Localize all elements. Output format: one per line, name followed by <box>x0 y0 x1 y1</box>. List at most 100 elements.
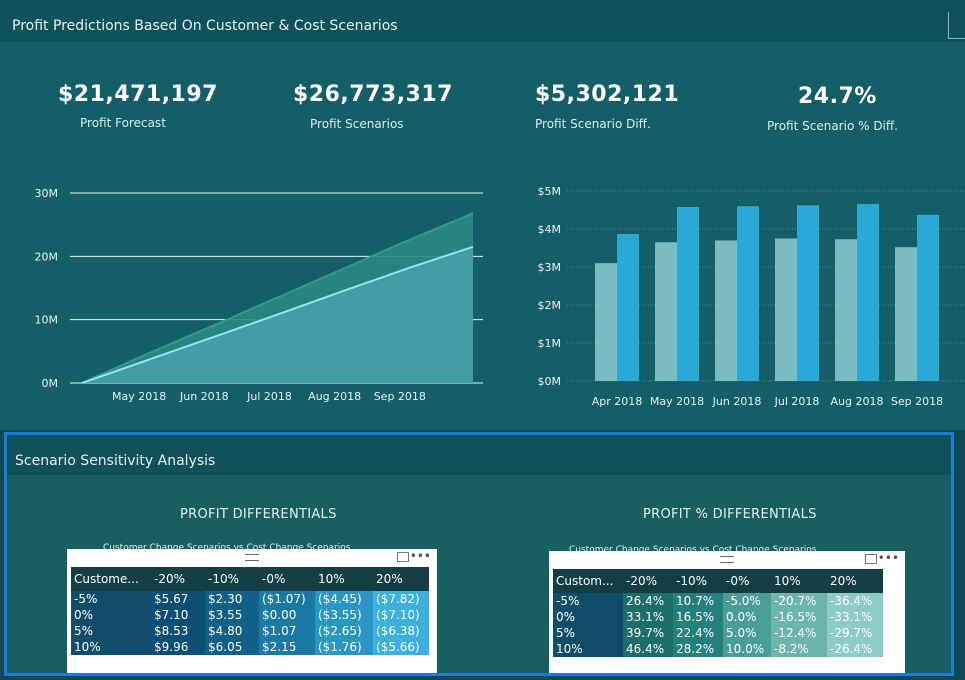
table-cell[interactable]: -12.4% <box>771 625 827 641</box>
x-tick-label: Sep 2018 <box>891 395 943 408</box>
row-header: 0% <box>71 607 151 623</box>
kpi-profit-scenarios-label: Profit Scenarios <box>310 117 404 131</box>
y-tick-label: 30M <box>35 187 59 200</box>
row-header: 0% <box>553 609 623 625</box>
column-header[interactable]: 20% <box>827 569 883 593</box>
table-cell[interactable]: ($7.82) <box>373 591 429 607</box>
column-header[interactable]: -10% <box>205 567 259 591</box>
kpi-profit-scenarios-value: $26,773,317 <box>293 82 453 107</box>
y-tick-label: $2M <box>538 299 562 312</box>
table-cell[interactable]: $1.07 <box>259 623 315 639</box>
column-header[interactable]: -10% <box>673 569 723 593</box>
table-row: 10% $9.96 $6.05 $2.15 ($1.76) ($5.66) <box>71 639 429 655</box>
table-cell[interactable]: 0.0% <box>723 609 771 625</box>
table-cell[interactable]: 22.4% <box>673 625 723 641</box>
table-cell[interactable]: ($1.76) <box>315 639 373 655</box>
kpi-scenario-pct-diff-label: Profit Scenario % Diff. <box>767 119 898 133</box>
bar <box>737 206 759 381</box>
column-header[interactable]: Custom... <box>553 569 623 593</box>
bar <box>775 238 797 381</box>
matrix-toolbar: ••• <box>549 551 905 567</box>
profit-pct-differentials-matrix[interactable]: Customer Change Scenarios vs Cost Change… <box>549 545 905 673</box>
table-cell[interactable]: 16.5% <box>673 609 723 625</box>
table-cell[interactable]: 10.7% <box>673 593 723 609</box>
matrix-toolbar: ••• <box>67 549 437 565</box>
kpi-scenario-pct-diff-value: 24.7% <box>798 84 877 109</box>
monthly-profit-bar-chart[interactable]: $0M $1M $2M $3M $4M $5M Apr 2018 May 2018 Jun 20… <box>505 175 965 415</box>
y-tick-label: $0M <box>538 375 562 388</box>
column-header[interactable]: -20% <box>151 567 205 591</box>
bar <box>655 242 677 381</box>
y-tick-label: $1M <box>538 337 562 350</box>
table-cell[interactable]: -8.2% <box>771 641 827 657</box>
profit-differentials-matrix[interactable]: Customer Change Scenarios vs Cost Change… <box>67 543 437 673</box>
table-cell[interactable]: $2.30 <box>205 591 259 607</box>
drag-grip-icon[interactable] <box>245 554 259 561</box>
x-tick-label: Jul 2018 <box>246 390 292 403</box>
bar <box>835 239 857 381</box>
table-cell[interactable]: -33.1% <box>827 609 883 625</box>
kpi-scenario-diff-value: $5,302,121 <box>535 82 680 107</box>
table-cell[interactable]: ($2.65) <box>315 623 373 639</box>
bar <box>895 247 917 381</box>
x-tick-label: May 2018 <box>112 390 166 403</box>
column-header[interactable]: Custome... <box>71 567 151 591</box>
table-cell[interactable]: -16.5% <box>771 609 827 625</box>
table-cell[interactable]: $2.15 <box>259 639 315 655</box>
bar <box>797 205 819 381</box>
column-header[interactable]: 20% <box>373 567 429 591</box>
table-cell[interactable]: -20.7% <box>771 593 827 609</box>
table-cell[interactable]: $9.96 <box>151 639 205 655</box>
y-tick-label: 10M <box>35 314 59 327</box>
table-row: 5% $8.53 $4.80 $1.07 ($2.65) ($6.38) <box>71 623 429 639</box>
column-header[interactable]: -20% <box>623 569 673 593</box>
table-cell[interactable]: ($5.66) <box>373 639 429 655</box>
table-cell[interactable]: -36.4% <box>827 593 883 609</box>
table-cell[interactable]: $5.67 <box>151 591 205 607</box>
table-cell[interactable]: ($3.55) <box>315 607 373 623</box>
table-cell[interactable]: ($6.38) <box>373 623 429 639</box>
table-row: 0% 33.1% 16.5% 0.0% -16.5% -33.1% <box>553 609 883 625</box>
drag-grip-icon[interactable] <box>720 556 734 563</box>
table-cell[interactable]: 26.4% <box>623 593 673 609</box>
table-row: -5% 26.4% 10.7% -5.0% -20.7% -36.4% <box>553 593 883 609</box>
table-cell[interactable]: -5.0% <box>723 593 771 609</box>
more-options-icon[interactable]: ••• <box>409 549 431 563</box>
line-chart-icon[interactable] <box>948 12 965 39</box>
table-cell[interactable]: $3.55 <box>205 607 259 623</box>
table-cell[interactable]: 28.2% <box>673 641 723 657</box>
table-cell[interactable]: 10.0% <box>723 641 771 657</box>
profit-differentials-heading: PROFIT DIFFERENTIALS <box>180 507 337 522</box>
table-cell[interactable]: $8.53 <box>151 623 205 639</box>
table-cell[interactable]: ($4.45) <box>315 591 373 607</box>
more-options-icon[interactable]: ••• <box>877 551 899 565</box>
column-header[interactable]: 10% <box>771 569 827 593</box>
kpi-profit-forecast-value: $21,471,197 <box>58 82 218 107</box>
scenario-sensitivity-panel[interactable]: Scenario Sensitivity Analysis PROFIT DIF… <box>4 432 954 676</box>
table-cell[interactable]: $6.05 <box>205 639 259 655</box>
table-cell[interactable]: ($1.07) <box>259 591 315 607</box>
series-line <box>81 212 474 384</box>
table-cell[interactable]: 5.0% <box>723 625 771 641</box>
table-cell[interactable]: 33.1% <box>623 609 673 625</box>
table-row: -5% $5.67 $2.30 ($1.07) ($4.45) ($7.82) <box>71 591 429 607</box>
focus-mode-icon[interactable] <box>397 552 409 562</box>
table-cell[interactable]: -29.7% <box>827 625 883 641</box>
column-header[interactable]: -0% <box>259 567 315 591</box>
table-cell[interactable]: -26.4% <box>827 641 883 657</box>
table-cell[interactable]: $0.00 <box>259 607 315 623</box>
table-row: 0% $7.10 $3.55 $0.00 ($3.55) ($7.10) <box>71 607 429 623</box>
column-header[interactable]: -0% <box>723 569 771 593</box>
column-header[interactable]: 10% <box>315 567 373 591</box>
table-cell[interactable]: 46.4% <box>623 641 673 657</box>
bar <box>595 263 617 381</box>
profit-predictions-panel: Profit Predictions Based On Customer & C… <box>0 0 965 430</box>
table-cell[interactable]: $4.80 <box>205 623 259 639</box>
row-header: -5% <box>71 591 151 607</box>
table-cell[interactable]: ($7.10) <box>373 607 429 623</box>
table-cell[interactable]: $7.10 <box>151 607 205 623</box>
table-cell[interactable]: 39.7% <box>623 625 673 641</box>
focus-mode-icon[interactable] <box>865 554 877 564</box>
cumulative-profit-area-chart[interactable]: 0M 10M 20M 30M May 2018 Jun 2018 Jul 2018 Aug 2… <box>0 175 500 415</box>
panel-title: Profit Predictions Based On Customer & C… <box>12 18 398 34</box>
